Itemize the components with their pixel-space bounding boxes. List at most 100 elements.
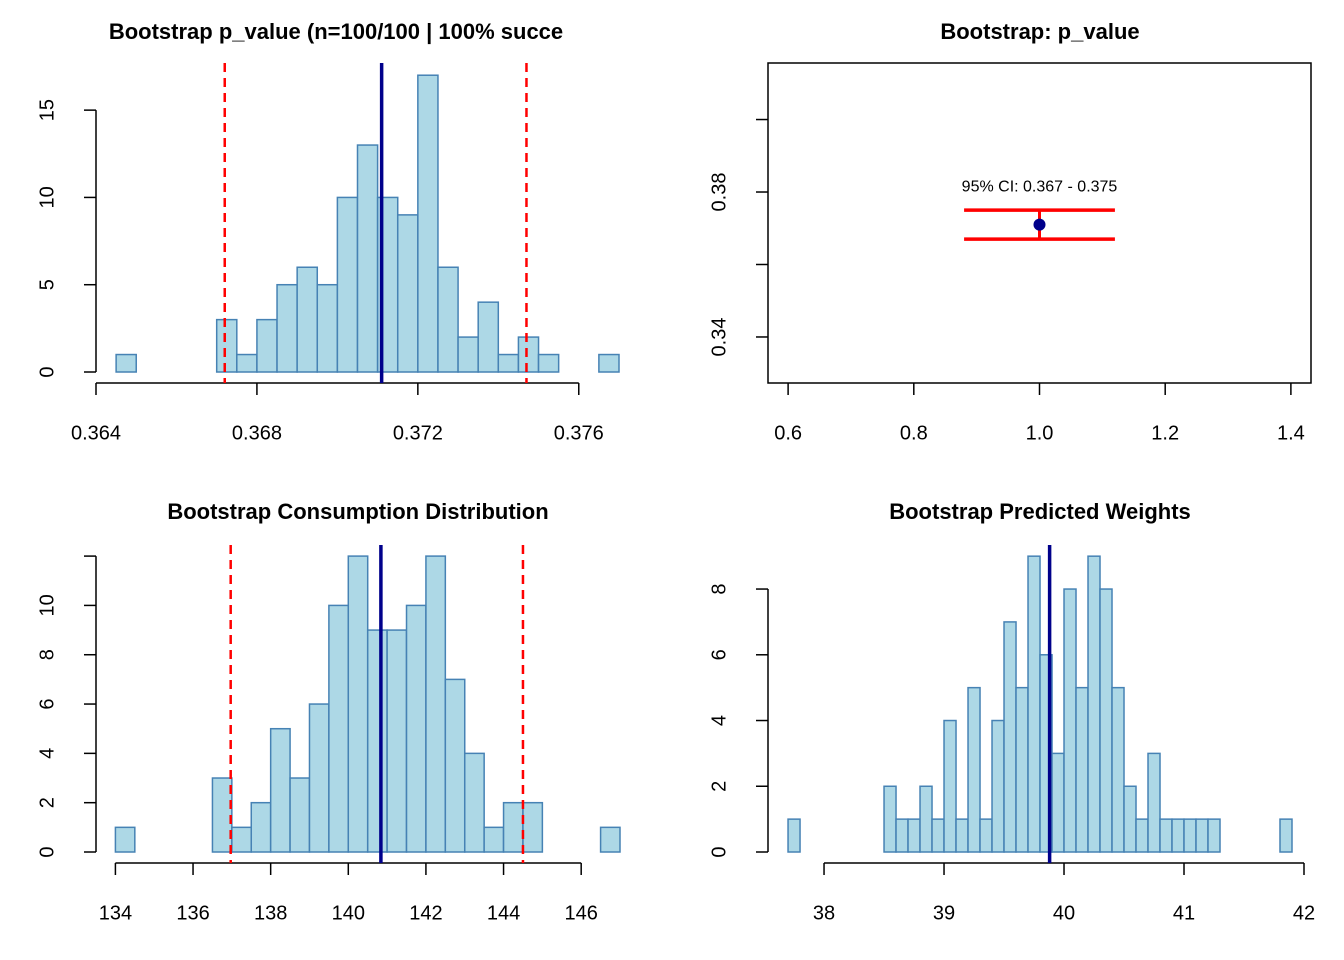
- x-tick-label: 146: [564, 902, 597, 924]
- x-tick-label: 40: [1053, 902, 1075, 924]
- histogram-bar: [502, 801, 524, 853]
- histogram-bar: [276, 283, 298, 373]
- histogram-bar: [883, 785, 897, 853]
- histogram-bar: [114, 826, 136, 853]
- histogram-bar: [1015, 686, 1029, 853]
- histogram-bar: [943, 719, 957, 853]
- histogram-bar: [599, 826, 621, 853]
- title-group: Bootstrap Consumption Distribution: [167, 499, 548, 524]
- histogram-bar: [919, 785, 933, 853]
- y-tick-label: 10: [36, 186, 58, 208]
- histogram-bar: [1207, 818, 1221, 853]
- y-tick-label: 15: [36, 99, 58, 121]
- x-tick-label: 0.376: [554, 422, 604, 444]
- x-tick-label: 0.372: [393, 422, 443, 444]
- histogram-bar: [256, 318, 278, 373]
- chart-title: Bootstrap Consumption Distribution: [167, 499, 548, 524]
- histogram-bar: [417, 74, 439, 373]
- histogram-bar: [356, 144, 379, 373]
- histogram-bar: [787, 818, 801, 853]
- histogram-bar: [907, 818, 921, 853]
- panel: Bootstrap Consumption Distribution 134 136…: [36, 499, 621, 924]
- histogram-bar: [457, 336, 479, 373]
- y-tick-label: 6: [708, 649, 730, 660]
- title-group: Bootstrap: p_value: [940, 19, 1139, 44]
- x-tick-label: 1.2: [1151, 422, 1179, 444]
- histogram-bar: [1027, 555, 1041, 853]
- histogram-bar: [437, 266, 459, 373]
- histogram-bar: [289, 777, 311, 853]
- histogram-bar: [366, 629, 388, 853]
- plot-frame: [767, 62, 1312, 384]
- x-tick-label: 136: [176, 902, 209, 924]
- panel: Bootstrap: p_value 0.6 0.8 1.0 1.2 1.4 0.34 0.3…: [708, 19, 1312, 444]
- histogram-bar: [336, 196, 359, 373]
- x-tick-label: 39: [933, 902, 955, 924]
- x-tick-label: 140: [332, 902, 365, 924]
- y-tick-label: 0: [708, 846, 730, 857]
- histogram-bar: [979, 818, 993, 853]
- histogram-bar: [231, 826, 253, 853]
- histogram-bar: [1171, 818, 1185, 853]
- histogram-bar: [405, 604, 427, 853]
- histogram-bar: [215, 318, 238, 373]
- chart-title: Bootstrap p_value (n=100/100 | 100% succ…: [109, 19, 563, 44]
- histogram-bar: [955, 818, 969, 853]
- histogram-bar: [328, 604, 350, 853]
- histogram-bar: [316, 283, 339, 373]
- histogram-bar: [522, 801, 544, 853]
- x-tick-label: 138: [254, 902, 287, 924]
- x-tick-label: 1.0: [1026, 422, 1054, 444]
- y-tick-label: 4: [36, 748, 58, 759]
- histogram-bar: [396, 214, 419, 373]
- histogram-bar: [1135, 818, 1149, 853]
- histogram-bar: [425, 555, 447, 853]
- y-tick-label: 8: [708, 583, 730, 594]
- histogram-bar: [211, 777, 233, 853]
- y-tick-label: 8: [36, 649, 58, 660]
- y-tick-label: 2: [708, 781, 730, 792]
- point: [1033, 218, 1046, 231]
- histogram-bar: [296, 266, 319, 373]
- x-tick-label: 41: [1173, 902, 1195, 924]
- histogram-bar: [269, 727, 291, 853]
- histogram-bar: [308, 703, 330, 853]
- histogram-bar: [250, 801, 272, 853]
- histogram-bar: [537, 353, 560, 373]
- y-tick-label: 4: [708, 715, 730, 726]
- histogram-bar: [1111, 686, 1125, 853]
- title-group: Bootstrap p_value (n=100/100 | 100% succ…: [109, 19, 563, 44]
- histogram-bar: [386, 629, 408, 853]
- histogram-bar: [1123, 785, 1137, 853]
- histogram-bar: [1075, 686, 1089, 853]
- histogram-bar: [1063, 588, 1077, 853]
- x-tick-label: 38: [813, 902, 835, 924]
- x-tick-label: 144: [487, 902, 520, 924]
- histogram-bar: [1159, 818, 1173, 853]
- title-group: Bootstrap Predicted Weights: [889, 499, 1191, 524]
- histogram-bar: [236, 353, 258, 373]
- histogram-bar: [497, 353, 520, 373]
- x-tick-label: 0.8: [900, 422, 928, 444]
- chart-title: Bootstrap Predicted Weights: [889, 499, 1191, 524]
- histogram-bar: [444, 678, 466, 853]
- x-tick-label: 0.368: [232, 422, 282, 444]
- y-tick-label: 0.38: [708, 173, 730, 212]
- histogram-bar: [517, 336, 540, 373]
- histogram-bar: [1099, 588, 1113, 853]
- annotation: 95% CI: 0.367 - 0.375: [962, 178, 1118, 195]
- histogram-bar: [1195, 818, 1209, 853]
- histogram-bar: [1147, 752, 1161, 853]
- y-tick-label: 5: [36, 279, 58, 290]
- histogram-bar: [967, 686, 981, 853]
- histogram-bar: [1183, 818, 1197, 853]
- x-tick-label: 1.4: [1277, 422, 1305, 444]
- x-tick-label: 0.6: [774, 422, 802, 444]
- x-tick-label: 0.364: [71, 422, 121, 444]
- histogram-bar: [991, 719, 1005, 853]
- histogram-bar: [115, 353, 137, 373]
- y-tick-label: 10: [36, 594, 58, 616]
- histogram-bar: [931, 818, 945, 853]
- histogram-bar: [463, 752, 485, 853]
